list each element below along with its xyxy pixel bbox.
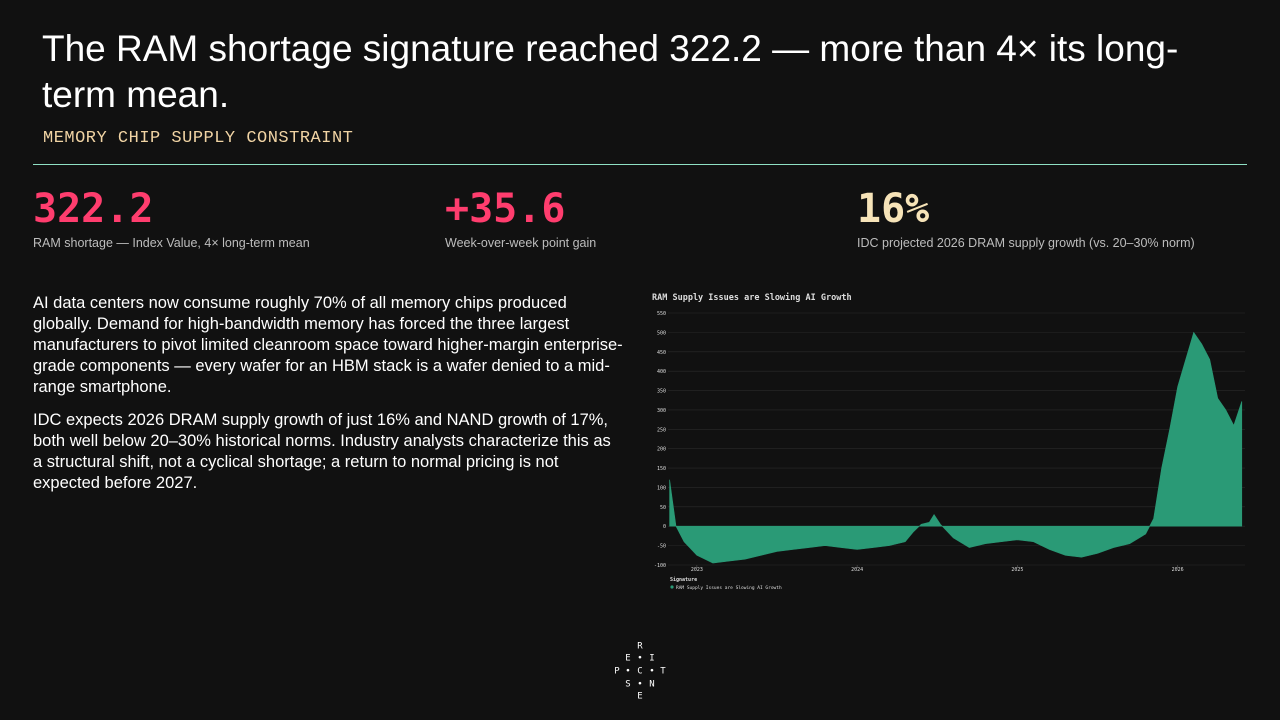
- paragraph: AI data centers now consume roughly 70% …: [33, 294, 623, 396]
- logo-letter: S: [625, 680, 630, 690]
- paragraph: IDC expects 2026 DRAM supply growth of j…: [33, 411, 611, 492]
- slide-title: The RAM shortage signature reached 322.2…: [42, 28, 1179, 115]
- y-tick-label: 0: [663, 524, 666, 530]
- stat-value: 322.2: [33, 186, 154, 232]
- logo-letter: T: [660, 667, 666, 677]
- logo-letter: N: [649, 680, 654, 690]
- x-tick-label: 2025: [1011, 567, 1023, 573]
- stat-label: IDC projected 2026 DRAM supply growth (v…: [857, 236, 1195, 250]
- logo-dot: •: [649, 667, 654, 677]
- logo-letter: I: [649, 654, 654, 664]
- x-tick-label: 2026: [1172, 567, 1184, 573]
- area: [669, 331, 1243, 564]
- logo-letter: R: [637, 642, 643, 652]
- y-tick-label: 500: [657, 330, 666, 336]
- y-tick-label: 200: [657, 447, 666, 453]
- logo: R E • I P • C • T S • N E: [614, 642, 666, 702]
- stat-label: RAM shortage — Index Value, 4× long-term…: [33, 236, 310, 250]
- legend-title: Signature: [670, 577, 697, 583]
- y-tick-label: 50: [660, 505, 666, 511]
- logo-letter: C: [637, 667, 642, 677]
- y-tick-label: 550: [657, 311, 666, 317]
- stat-value: +35.6: [445, 186, 566, 232]
- stat: +35.6 Week-over-week point gain: [445, 186, 596, 250]
- stat: 16% IDC projected 2026 DRAM supply growt…: [857, 186, 1195, 250]
- y-tick-label: 350: [657, 389, 666, 395]
- chart: RAM Supply Issues are Slowing AI Growth …: [652, 292, 1245, 591]
- y-tick-label: 450: [657, 350, 666, 356]
- y-tick-label: 250: [657, 427, 666, 433]
- y-tick-label: -50: [657, 544, 666, 550]
- body-text: AI data centers now consume roughly 70% …: [33, 293, 623, 506]
- logo-dot: •: [637, 680, 642, 690]
- y-tick-label: 100: [657, 485, 666, 491]
- chart-title: RAM Supply Issues are Slowing AI Growth: [652, 292, 852, 303]
- x-tick-label: 2024: [851, 567, 863, 573]
- logo-letter: P: [614, 667, 620, 677]
- logo-dot: •: [637, 654, 642, 664]
- logo-dot: •: [625, 667, 630, 677]
- y-tick-label: 150: [657, 466, 666, 472]
- stat-label: Week-over-week point gain: [445, 236, 597, 250]
- y-tick-label: 400: [657, 369, 666, 375]
- x-tick-label: 2023: [691, 567, 703, 573]
- logo-letter: E: [625, 654, 630, 664]
- legend-label: RAM Supply Issues are Slowing AI Growth: [676, 585, 782, 591]
- legend-swatch: [670, 585, 674, 589]
- y-tick-label: 300: [657, 408, 666, 414]
- stat-value: 16%: [857, 186, 930, 232]
- subtitle: MEMORY CHIP SUPPLY CONSTRAINT: [43, 129, 354, 148]
- logo-letter: E: [637, 692, 642, 702]
- divider: [33, 164, 1247, 165]
- stat: 322.2 RAM shortage — Index Value, 4× lon…: [33, 186, 310, 250]
- y-tick-label: -100: [654, 563, 666, 569]
